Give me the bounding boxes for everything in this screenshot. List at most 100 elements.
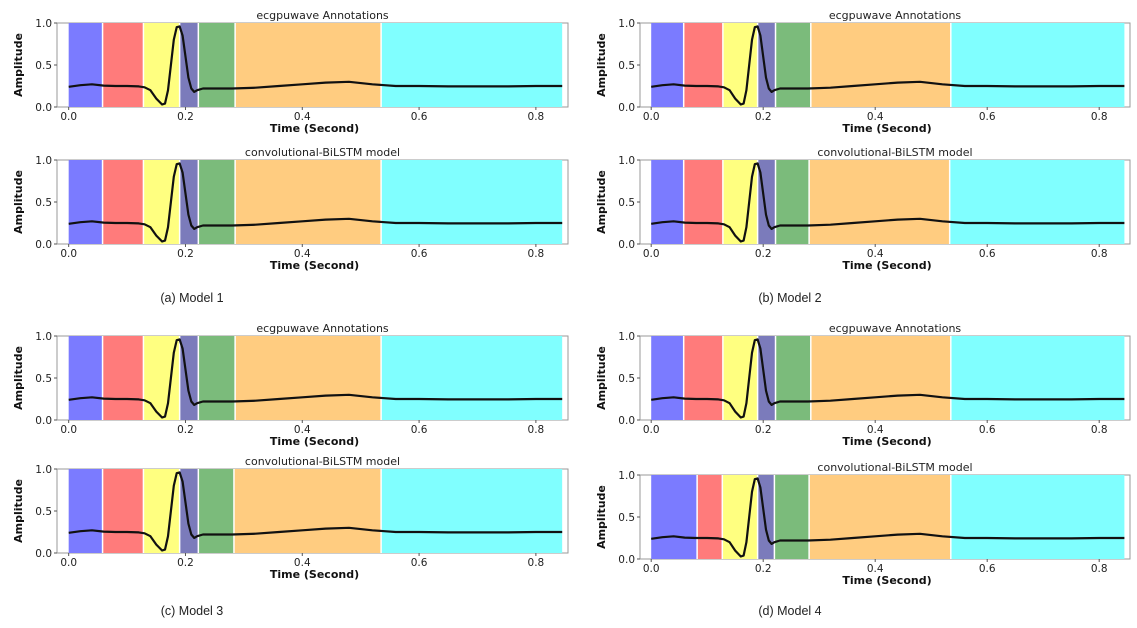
- panel-model-3-bottom: convolutional-BiLSTM model 0.0 0.2 0.4 0.6 0.…: [12, 455, 569, 581]
- segment-band: [683, 23, 723, 107]
- x-tick-label: 0.2: [755, 111, 772, 123]
- segment-band: [949, 160, 1125, 244]
- segment-band: [683, 336, 723, 420]
- x-tick-label: 0.4: [294, 248, 311, 260]
- y-tick-label: 0.0: [35, 239, 52, 251]
- x-tick-label: 0.4: [867, 111, 884, 123]
- ecg-signal-line: [68, 471, 563, 552]
- x-tick-label: 0.2: [177, 248, 194, 260]
- y-tick-label: 1.0: [618, 470, 635, 482]
- x-axis-label: Time (Second): [842, 122, 931, 135]
- y-tick-label: 1.0: [35, 464, 52, 476]
- y-tick-label: 0.5: [35, 373, 52, 385]
- y-axis-label: Amplitude: [595, 170, 608, 234]
- subfigure-caption: (d) Model 4: [758, 604, 821, 618]
- segment-band: [381, 336, 563, 420]
- segment-band: [651, 336, 684, 420]
- y-axis-label: Amplitude: [12, 346, 25, 410]
- x-tick-label: 0.8: [1091, 248, 1108, 260]
- panel-model-3-top: ecgpuwave Annotations 0.0 0.2 0.4 0.6 0.8 0.0 0…: [12, 322, 569, 618]
- segment-band: [697, 475, 723, 559]
- x-axis-label: Time (Second): [842, 435, 931, 448]
- y-axis-label: Amplitude: [595, 33, 608, 97]
- x-tick-label: 0.4: [867, 563, 884, 575]
- x-tick-label: 0.6: [979, 424, 996, 436]
- x-tick-label: 0.0: [60, 248, 77, 260]
- y-tick-label: 0.5: [618, 60, 635, 72]
- y-tick-label: 0.0: [35, 102, 52, 114]
- segment-band: [102, 469, 144, 553]
- segment-band: [651, 475, 698, 559]
- segment-band: [651, 23, 684, 107]
- panel-model-2-bottom: convolutional-BiLSTM model 0.0 0.2 0.4 0.6 0.…: [595, 146, 1131, 272]
- x-axis-label: Time (Second): [270, 122, 359, 135]
- segment-band: [198, 160, 236, 244]
- y-tick-label: 0.5: [35, 197, 52, 209]
- ecg-signal-line: [68, 338, 563, 419]
- segment-band: [102, 336, 144, 420]
- x-tick-label: 0.0: [643, 248, 660, 260]
- segment-band: [774, 475, 810, 559]
- subfigure-caption: (a) Model 1: [160, 291, 223, 305]
- x-tick-label: 0.2: [755, 563, 772, 575]
- y-tick-label: 1.0: [618, 331, 635, 343]
- y-tick-label: 0.5: [618, 197, 635, 209]
- segment-band: [235, 336, 382, 420]
- x-axis-label: Time (Second): [842, 574, 931, 587]
- segment-band: [381, 160, 563, 244]
- segment-band: [810, 23, 951, 107]
- segment-band: [68, 23, 103, 107]
- x-tick-label: 0.4: [294, 424, 311, 436]
- y-tick-label: 0.0: [35, 415, 52, 427]
- segment-band: [102, 23, 144, 107]
- segment-band: [233, 469, 382, 553]
- panel-title: ecgpuwave Annotations: [256, 9, 389, 22]
- panel-title: ecgpuwave Annotations: [256, 322, 389, 335]
- segment-band: [198, 469, 234, 553]
- x-tick-label: 0.8: [528, 424, 545, 436]
- x-tick-label: 0.6: [411, 111, 428, 123]
- segment-band: [950, 475, 1125, 559]
- y-tick-label: 0.0: [618, 554, 635, 566]
- x-tick-label: 0.2: [177, 557, 194, 569]
- x-tick-label: 0.8: [528, 111, 545, 123]
- panel-model-4-bottom: convolutional-BiLSTM model 0.0 0.2 0.4 0.6 0.…: [595, 461, 1131, 587]
- y-tick-label: 0.5: [35, 60, 52, 72]
- x-tick-label: 0.6: [979, 248, 996, 260]
- x-tick-label: 0.8: [1091, 563, 1108, 575]
- y-tick-label: 1.0: [618, 155, 635, 167]
- y-axis-label: Amplitude: [12, 33, 25, 97]
- segment-band: [102, 160, 144, 244]
- x-tick-label: 0.0: [60, 557, 77, 569]
- y-tick-label: 0.0: [618, 415, 635, 427]
- x-tick-label: 0.2: [177, 111, 194, 123]
- x-axis-label: Time (Second): [270, 435, 359, 448]
- segment-band: [809, 475, 951, 559]
- x-tick-label: 0.2: [177, 424, 194, 436]
- subfigure-caption: (b) Model 2: [758, 291, 821, 305]
- y-tick-label: 1.0: [35, 155, 52, 167]
- segment-band: [235, 160, 382, 244]
- y-tick-label: 0.5: [618, 512, 635, 524]
- segment-band: [198, 23, 236, 107]
- x-tick-label: 0.2: [755, 424, 772, 436]
- segment-band: [381, 469, 563, 553]
- panel-model-4-top: ecgpuwave Annotations 0.0 0.2 0.4 0.6 0.8 0.0 0…: [595, 322, 1131, 618]
- x-tick-label: 0.0: [643, 424, 660, 436]
- ecg-signal-line: [651, 25, 1125, 106]
- x-tick-label: 0.0: [643, 111, 660, 123]
- x-tick-label: 0.6: [411, 557, 428, 569]
- y-axis-label: Amplitude: [595, 346, 608, 410]
- segment-band: [651, 160, 684, 244]
- segment-band: [381, 23, 563, 107]
- segment-band: [68, 160, 103, 244]
- panel-model-1-bottom: convolutional-BiLSTM model 0.0 0.2 0.4 0.6 0.…: [12, 146, 569, 272]
- panel-title: ecgpuwave Annotations: [829, 9, 962, 22]
- segment-band: [950, 23, 1125, 107]
- y-axis-label: Amplitude: [595, 485, 608, 549]
- y-tick-label: 1.0: [35, 331, 52, 343]
- y-tick-label: 0.0: [618, 239, 635, 251]
- segment-band: [235, 23, 382, 107]
- x-tick-label: 0.4: [294, 557, 311, 569]
